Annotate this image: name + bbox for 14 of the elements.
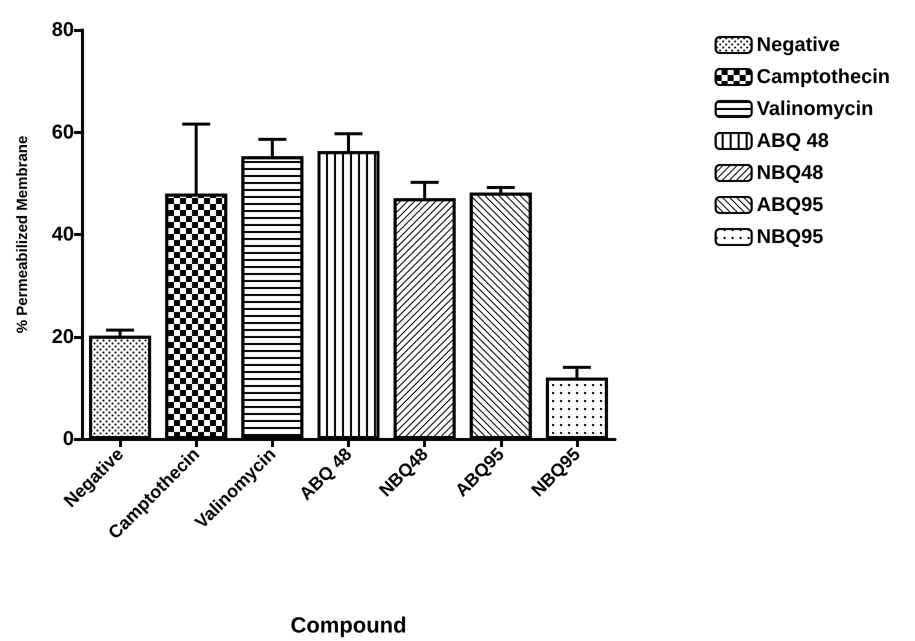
x-axis-title: Compound	[290, 612, 407, 638]
y-tick-label: 0	[62, 428, 74, 450]
y-axis-title: % Permeabilized Membrane	[14, 136, 31, 334]
legend-label: Valinomycin	[756, 98, 874, 120]
legend-label: NBQ48	[756, 162, 824, 184]
legend-label: ABQ95	[756, 194, 824, 216]
legend-label: ABQ 48	[756, 130, 829, 152]
y-tick-label: 20	[52, 326, 74, 348]
legend-label: Camptothecin	[756, 66, 890, 88]
legend-label: NBQ95	[756, 226, 824, 248]
legend-label: Negative	[756, 34, 840, 56]
y-tick-label: 60	[52, 121, 74, 144]
y-tick-label: 80	[52, 19, 74, 41]
y-tick-label: 40	[52, 224, 74, 246]
